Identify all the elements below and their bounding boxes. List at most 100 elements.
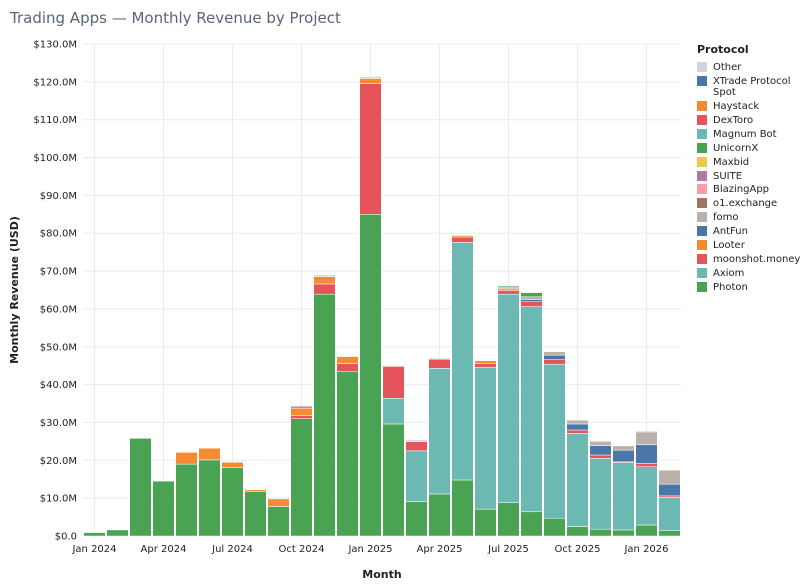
legend-item[interactable]: Axiom [697, 267, 803, 279]
bar-segment-fomo [612, 445, 635, 451]
bar-segment-o1-exchange [658, 469, 681, 471]
legend-label: Looter [713, 239, 745, 251]
x-tick-label: Oct 2025 [555, 544, 601, 555]
bar-segment-photon [221, 467, 244, 537]
bar-segment-axiom [382, 397, 405, 425]
legend-item[interactable]: Other [697, 62, 803, 73]
bar-segment-other [313, 274, 336, 278]
bar-segment-photon [451, 479, 474, 537]
x-tick-label: Apr 2024 [141, 544, 187, 555]
bar-segment-photon [313, 293, 336, 537]
bar-segment-fomo [589, 441, 612, 446]
bar-segment-photon [566, 526, 589, 537]
bar-segment-axiom [658, 497, 681, 531]
bar-segment-fomo [497, 286, 520, 290]
bar-segment-looter [290, 407, 313, 416]
legend-item[interactable]: fomo [697, 212, 803, 223]
bar-segment-moonshot-money [359, 83, 382, 215]
bar-segment-moonshot-money [635, 463, 658, 467]
bar-segment-looter [198, 447, 221, 461]
legend-label: UnicornX [713, 142, 759, 154]
y-tick-label: $30.0M [40, 418, 77, 429]
bar-segment-photon [612, 529, 635, 537]
bar-segment-axiom [589, 458, 612, 530]
bar-segment-other [359, 76, 382, 79]
legend-swatch [697, 128, 707, 139]
legend-item[interactable]: o1.exchange [697, 198, 803, 209]
legend-item[interactable]: AntFun [697, 226, 803, 237]
legend-swatch [697, 62, 707, 72]
bar-segment-fomo [566, 419, 589, 425]
bar-segment-looter [267, 498, 290, 507]
bar-segment-antfun [635, 444, 658, 464]
legend-label: moonshot.money [713, 253, 801, 265]
y-tick-label: $100.0M [33, 153, 77, 164]
bar-segment-photon [520, 511, 543, 537]
bar-segment-other [428, 357, 451, 360]
chart-title: Trading Apps — Monthly Revenue by Projec… [10, 9, 341, 27]
bar-segment-photon [152, 480, 175, 537]
legend-item[interactable]: UnicornX [697, 142, 803, 154]
bar-segment-moonshot-money [474, 363, 497, 368]
legend-swatch [697, 184, 707, 195]
y-tick-label: $70.0M [40, 267, 77, 278]
legend-label: XTrade Protocol Spot [713, 75, 791, 99]
bar-segment-photon [635, 524, 658, 537]
x-tick-label: Oct 2024 [279, 544, 325, 555]
legend-item[interactable]: Looter [697, 239, 803, 251]
bar-segment-axiom [543, 363, 566, 519]
y-axis-label: Monthly Revenue (USD) [8, 216, 21, 364]
legend-item[interactable]: Maxbid [697, 156, 803, 168]
bar-segment-moonshot-money [520, 301, 543, 307]
legend-label: AntFun [713, 226, 748, 238]
bar-segment-o1-exchange [635, 430, 658, 433]
bar-segment-fomo [658, 470, 681, 485]
bar-segment-axiom [451, 242, 474, 481]
bar-segment-moonshot-money [336, 363, 359, 372]
legend-item[interactable]: BlazingApp [697, 184, 803, 195]
bar-segment-moonshot-money [497, 290, 520, 295]
bar-segment-photon [497, 502, 520, 537]
legend-item[interactable]: DexToro [697, 114, 803, 126]
bar-segment-axiom [428, 368, 451, 495]
legend-item[interactable]: moonshot.money [697, 253, 803, 265]
bar-segment-photon [129, 438, 152, 537]
bar-segment-moonshot-money [566, 429, 589, 434]
y-tick-label: $90.0M [40, 191, 77, 202]
bar-segment-looter [221, 461, 244, 468]
legend-label: Haystack [713, 101, 760, 113]
legend-item[interactable]: XTrade Protocol Spot [697, 75, 803, 99]
legend-item[interactable]: SUITE [697, 170, 803, 182]
x-tick-label: Jul 2024 [211, 544, 253, 555]
y-tick-label: $110.0M [33, 115, 77, 126]
bar-segment-moonshot-money [290, 415, 313, 419]
legend-swatch [697, 170, 707, 181]
legend-item[interactable]: Photon [697, 281, 803, 293]
bar-segment-photon [658, 530, 681, 537]
bar-segment-looter [313, 276, 336, 285]
legend-label: o1.exchange [713, 198, 778, 210]
legend-label: Other [713, 62, 742, 73]
legend-swatch [697, 156, 707, 167]
bar-segment-photon [198, 459, 221, 537]
legend-item[interactable]: Haystack [697, 101, 803, 112]
bar-segment-photon [83, 532, 106, 537]
legend-label: Photon [713, 281, 748, 293]
legend-item[interactable]: Magnum Bot [697, 128, 803, 140]
bar-segment-unicornx [520, 292, 543, 298]
bar-segment-photon [175, 463, 198, 537]
bar-segment-looter [244, 489, 267, 492]
bar-segment-photon [336, 371, 359, 537]
bar-segment-other [405, 439, 428, 443]
bar-segment-looter [474, 360, 497, 364]
bar-segment-photon [267, 506, 290, 537]
legend-swatch [697, 212, 707, 223]
legend-title: Protocol [697, 43, 749, 56]
bar-segment-axiom [520, 306, 543, 513]
y-tick-label: $50.0M [40, 342, 77, 353]
bar-segment-suite [290, 405, 313, 409]
bar-segment-antfun [658, 483, 681, 497]
x-tick-label: Jan 2024 [71, 544, 116, 555]
bar-segment-photon [589, 528, 612, 537]
